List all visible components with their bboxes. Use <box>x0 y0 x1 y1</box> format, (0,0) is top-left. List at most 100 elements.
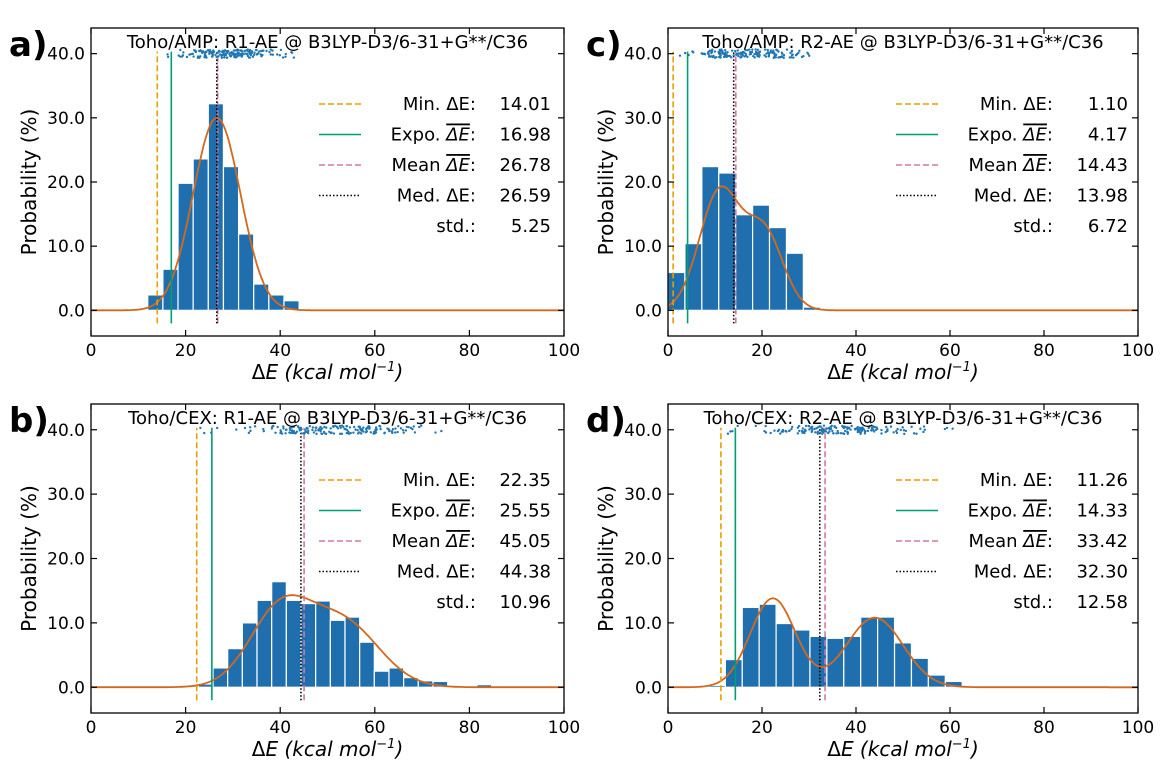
sample-point <box>756 54 759 57</box>
sample-point <box>896 427 899 431</box>
sample-point <box>912 432 916 435</box>
sample-point <box>312 431 316 434</box>
sample-point <box>279 430 283 433</box>
x-tick-label: 40 <box>269 718 291 738</box>
sample-point <box>843 429 847 433</box>
sample-point <box>204 54 207 58</box>
panel-letter: a) <box>9 25 47 65</box>
fit-curve <box>668 185 1138 312</box>
sample-point <box>289 431 293 435</box>
y-tick-label: 40.0 <box>47 421 85 441</box>
sample-point <box>849 428 852 431</box>
legend-label-med: Med. ΔE: <box>397 562 476 583</box>
sample-point <box>751 48 754 51</box>
sample-point <box>232 49 236 52</box>
legend-value-min: 22.35 <box>499 470 551 491</box>
sample-point <box>813 427 816 431</box>
sample-point <box>229 51 232 55</box>
sample-point <box>358 431 361 434</box>
sample-point <box>886 429 889 433</box>
sample-point <box>777 56 780 59</box>
sample-point <box>233 52 237 56</box>
sample-point <box>803 431 806 435</box>
sample-point <box>791 425 794 429</box>
sample-point <box>919 427 922 430</box>
sample-point <box>348 426 352 429</box>
legend-value-med: 44.38 <box>499 562 551 583</box>
sample-point <box>718 49 722 52</box>
sample-point <box>819 431 822 434</box>
sample-point <box>796 426 800 429</box>
sample-point <box>306 431 310 435</box>
sample-point <box>235 428 238 431</box>
sample-point <box>872 430 876 433</box>
sample-point <box>895 429 898 433</box>
sample-point <box>203 51 206 54</box>
sample-point <box>405 425 409 429</box>
sample-point <box>413 431 417 434</box>
sample-point <box>831 429 834 433</box>
sample-point <box>871 425 875 428</box>
histogram-bar <box>162 268 179 311</box>
sample-strip <box>726 424 954 436</box>
panel-d: 0 20 40 60 80 100 0.0 10.0 20.0 30.0 40.0 ΔE (kcal … <box>586 401 1154 761</box>
sample-point <box>859 428 863 432</box>
sample-point <box>763 429 766 433</box>
x-tick-label: 60 <box>364 341 386 361</box>
sample-point <box>703 53 707 56</box>
legend-label-min: Min. ΔE: <box>403 94 476 115</box>
panel-title: Toho/CEX: R1-AE @ B3LYP-D3/6-31+G**/C36 <box>127 408 527 429</box>
sample-point <box>315 432 318 436</box>
sample-point <box>378 424 381 428</box>
panel-title: Toho/AMP: R1-AE @ B3LYP-D3/6-31+G**/C36 <box>126 32 528 53</box>
sample-point <box>808 54 811 57</box>
histogram-bar <box>860 616 879 688</box>
sample-point <box>903 432 906 436</box>
sample-point <box>166 53 169 56</box>
sample-point <box>386 427 389 430</box>
sample-point <box>707 55 711 58</box>
sample-point <box>418 425 421 429</box>
sample-point <box>835 432 838 435</box>
sample-point <box>192 55 195 58</box>
sample-point <box>216 51 219 55</box>
sample-point <box>220 53 223 57</box>
sample-point <box>739 51 743 55</box>
sample-point <box>804 424 808 428</box>
sample-strip <box>199 424 443 436</box>
sample-point <box>773 429 776 432</box>
panel-c: 0 20 40 60 80 100 0.0 10.0 20.0 30.0 40.0 ΔE (kcal … <box>586 25 1154 384</box>
sample-point <box>332 425 335 429</box>
histogram-bar <box>207 103 225 311</box>
sample-point <box>873 425 877 429</box>
sample-point <box>292 430 296 433</box>
sample-point <box>832 432 835 435</box>
sample-point <box>798 429 801 433</box>
sample-point <box>284 55 287 58</box>
histogram-bars <box>147 103 300 311</box>
sample-point <box>836 429 839 433</box>
sample-point <box>248 48 252 52</box>
y-tick-label: 20.0 <box>47 173 85 193</box>
sample-point <box>719 53 722 57</box>
sample-point <box>339 426 342 429</box>
y-tick-label: 10.0 <box>47 237 85 257</box>
sample-point <box>232 53 235 56</box>
sample-point <box>304 428 307 432</box>
sample-point <box>753 52 756 56</box>
sample-point <box>785 430 788 433</box>
y-tick-label: 0.0 <box>635 301 662 321</box>
sample-point <box>166 55 170 59</box>
histogram-bar <box>222 166 240 311</box>
legend-label-expo: Expo. ΔE: <box>391 501 476 522</box>
sample-point <box>305 426 308 430</box>
sample-point <box>844 425 847 429</box>
sample-point <box>780 55 784 58</box>
sample-point <box>743 55 746 58</box>
sample-point <box>808 428 811 431</box>
sample-point <box>253 51 256 54</box>
sample-point <box>870 428 873 432</box>
sample-point <box>809 426 813 430</box>
sample-point <box>217 49 221 53</box>
sample-point <box>709 55 713 58</box>
